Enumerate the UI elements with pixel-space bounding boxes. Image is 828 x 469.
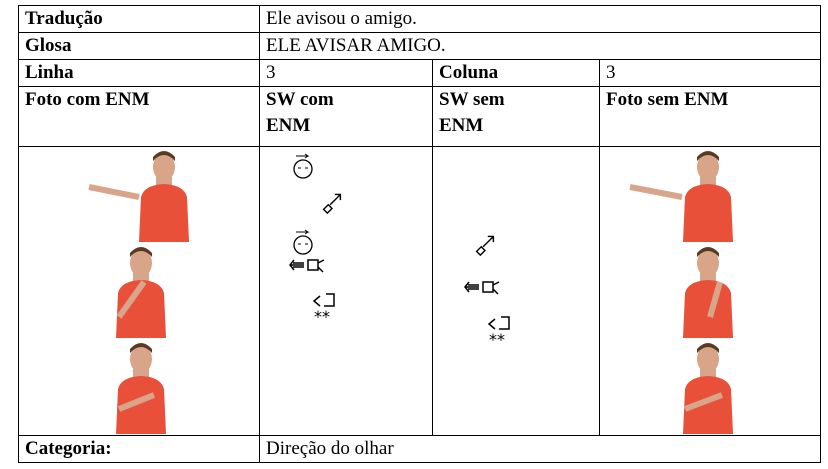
row: Glosa ELE AVISAR AMIGO.	[18, 32, 821, 60]
shape	[116, 343, 166, 434]
header: Foto com ENM	[18, 86, 260, 147]
shape	[293, 153, 313, 179]
shape	[322, 193, 342, 214]
shape	[289, 259, 325, 273]
label: Coluna	[432, 59, 600, 87]
shape	[488, 316, 510, 349]
shape	[116, 280, 147, 319]
shape	[683, 151, 733, 242]
header-text: SW sem ENM	[439, 89, 505, 136]
shape	[139, 151, 189, 242]
signwriting-cell	[259, 146, 433, 436]
shape	[117, 392, 156, 412]
label: Categoria:	[18, 435, 260, 463]
photo-cell	[18, 146, 260, 436]
shape	[683, 247, 733, 338]
shape	[629, 184, 683, 200]
label: Tradução	[18, 5, 260, 33]
shape	[116, 247, 166, 338]
signwriting-cell	[432, 146, 600, 436]
header: Foto sem ENM	[599, 86, 821, 147]
value: 3	[599, 59, 821, 87]
value: 3	[259, 59, 433, 87]
row: Foto com ENM SW com ENM SW sem ENM Foto …	[18, 86, 821, 147]
shape	[464, 281, 500, 295]
value: ELE AVISAR AMIGO.	[259, 32, 821, 60]
shape	[293, 229, 313, 255]
sign-table: Tradução Ele avisou o amigo. Glosa ELE A…	[18, 5, 821, 463]
photos	[629, 151, 733, 434]
header: SW com ENM	[259, 86, 433, 147]
photos	[88, 151, 189, 434]
shape	[88, 184, 140, 200]
row: Tradução Ele avisou o amigo.	[18, 5, 821, 33]
shape	[683, 392, 724, 412]
label: Glosa	[18, 32, 260, 60]
shape	[313, 293, 335, 326]
header: SW sem ENM	[432, 86, 600, 147]
value: Direção do olhar	[259, 435, 821, 463]
signwriting	[464, 235, 510, 349]
header-text: SW com ENM	[266, 89, 334, 136]
shape	[683, 343, 733, 434]
value: Ele avisou o amigo.	[259, 5, 821, 33]
row	[18, 146, 821, 436]
signwriting	[289, 153, 342, 326]
shape	[707, 281, 723, 318]
row: Categoria: Direção do olhar	[18, 435, 821, 463]
label: Linha	[18, 59, 260, 87]
row: Linha 3 Coluna 3	[18, 59, 821, 87]
shape	[475, 235, 495, 256]
photo-cell	[599, 146, 821, 436]
